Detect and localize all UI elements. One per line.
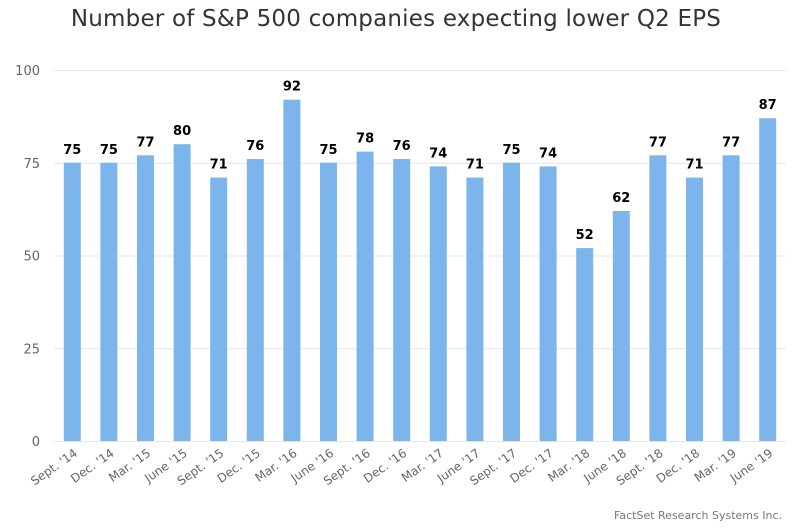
bar xyxy=(466,177,484,441)
chart-title: Number of S&P 500 companies expecting lo… xyxy=(70,6,722,32)
data-label: 75 xyxy=(502,143,520,158)
y-tick-label: 75 xyxy=(23,157,40,172)
bar xyxy=(210,177,228,441)
data-label: 87 xyxy=(759,98,777,113)
y-tick-label: 25 xyxy=(23,342,40,357)
data-label: 75 xyxy=(63,143,81,158)
data-label: 80 xyxy=(173,124,191,139)
y-tick-label: 0 xyxy=(32,435,40,450)
data-label: 77 xyxy=(722,135,740,150)
bar xyxy=(612,210,630,441)
data-label: 75 xyxy=(100,143,118,158)
bar xyxy=(759,118,777,441)
data-label: 76 xyxy=(393,139,411,154)
data-labels: 75 75 77 80 71 76 92 75 78 76 74 71 75 74 52 62 77 71 77 87 xyxy=(63,80,776,243)
data-label: 78 xyxy=(356,132,374,147)
bars xyxy=(63,99,777,442)
data-label: 77 xyxy=(136,135,154,150)
bar xyxy=(686,177,703,441)
data-label: 71 xyxy=(466,158,484,173)
bar xyxy=(393,159,411,442)
bar xyxy=(100,162,118,441)
data-label: 71 xyxy=(685,158,703,173)
bar xyxy=(722,155,740,441)
bar xyxy=(137,155,154,441)
bar xyxy=(246,159,264,442)
bar xyxy=(320,162,337,441)
data-label: 76 xyxy=(246,139,264,154)
data-label: 74 xyxy=(539,146,557,161)
bar xyxy=(63,162,81,441)
data-label: 92 xyxy=(283,80,301,95)
bar xyxy=(649,155,667,441)
data-label: 71 xyxy=(210,158,228,173)
bar xyxy=(356,151,374,441)
bar xyxy=(283,99,301,442)
data-label: 77 xyxy=(649,135,667,150)
data-label: 62 xyxy=(612,191,630,206)
y-tick-label: 50 xyxy=(23,250,40,265)
bar xyxy=(503,162,520,441)
data-label: 74 xyxy=(429,146,447,161)
source-credit: FactSet Research Systems Inc. xyxy=(614,509,782,522)
bar xyxy=(429,166,447,441)
bar xyxy=(539,166,557,441)
gridlines xyxy=(54,70,786,442)
y-tick-label: 100 xyxy=(15,64,40,79)
data-label: 52 xyxy=(576,228,594,243)
bar xyxy=(576,248,594,441)
data-label: 75 xyxy=(319,143,337,158)
y-axis-ticks: 0 25 50 75 100 xyxy=(15,64,40,450)
bar xyxy=(173,144,191,441)
